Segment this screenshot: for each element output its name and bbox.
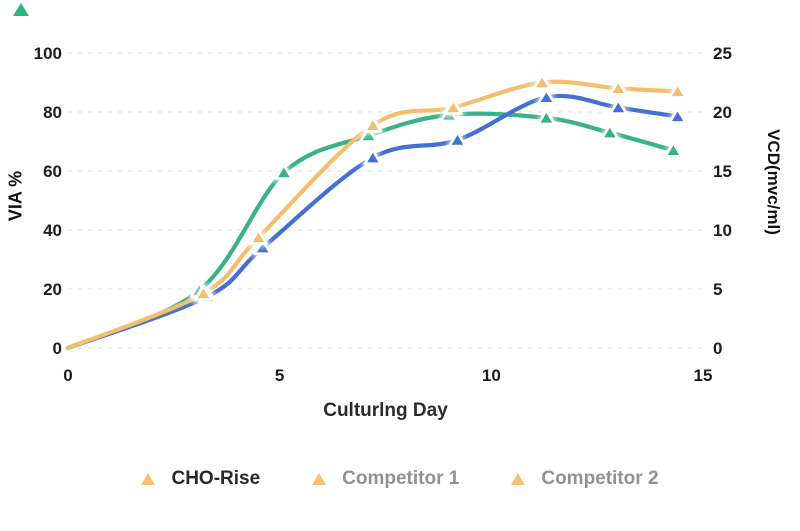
legend-item-cho-rise: CHO-Rise [141,468,260,490]
cho-rise-data-point-marker [249,228,268,245]
corner-accent-triangle-icon [13,3,29,16]
y-axis-tick-left: 100 [34,44,62,63]
competitor-1-data-point-marker [448,131,467,148]
legend-label: Competitor 1 [342,468,460,489]
y-axis-tick-left: 0 [53,339,62,358]
cho-rise-data-point-marker [443,98,463,115]
x-axis-tick: 10 [482,366,501,385]
legend-triangle-icon [511,473,526,485]
competitor-2-data-point-marker [536,109,556,126]
competitor-1-data-point-marker [536,88,556,105]
cho-rise-data-point-marker [532,73,552,90]
y-axis-title-right: VCD(mvc/ml) [764,129,783,235]
competitor-1-data-point-marker [253,238,273,255]
legend-label: Competitor 2 [541,468,659,489]
competitor-1-data-point-marker [363,148,383,165]
competitor-2-data-point-marker [663,141,683,158]
cho-rise-data-point-marker [608,79,628,96]
x-axis-tick: 15 [694,366,713,385]
cho-rise-data-point-marker [668,82,687,99]
competitor-1-data-point-marker [608,98,628,115]
y-axis-tick-right: 15 [713,162,732,181]
y-axis-title-left: VIA % [5,170,26,222]
competitor-2-data-point-marker [600,123,620,140]
legend-triangle-icon [312,473,327,485]
y-axis-tick-left: 80 [43,103,62,122]
legend-item-competitor-2: Competitor 2 [511,468,659,490]
cho-rise-data-point-marker [363,116,383,133]
legend-triangle-icon [141,473,156,485]
y-axis-tick-right: 20 [713,103,732,122]
legend-label: CHO-Rise [171,468,261,489]
y-axis-tick-left: 60 [43,162,62,181]
y-axis-tick-right: 10 [713,221,732,240]
competitor-2-data-point-marker [274,163,294,180]
y-axis-tick-right: 25 [713,44,732,63]
legend: CHO-Rise Competitor 1 Competitor 2 [0,468,800,490]
x-axis-tick: 5 [275,366,284,385]
y-axis-tick-left: 40 [43,221,62,240]
y-axis-tick-right: 0 [713,339,722,358]
competitor-1-data-point-marker [668,107,687,124]
competitor-2-data-point-marker [359,126,378,143]
y-axis-tick-left: 20 [43,280,62,299]
cho-rise-data-point-marker [194,284,213,301]
y-axis-tick-right: 5 [713,280,722,299]
x-axis-tick: 0 [63,366,72,385]
legend-item-competitor-1: Competitor 1 [312,468,459,490]
x-axis-title: Culturlng Day [323,400,448,421]
